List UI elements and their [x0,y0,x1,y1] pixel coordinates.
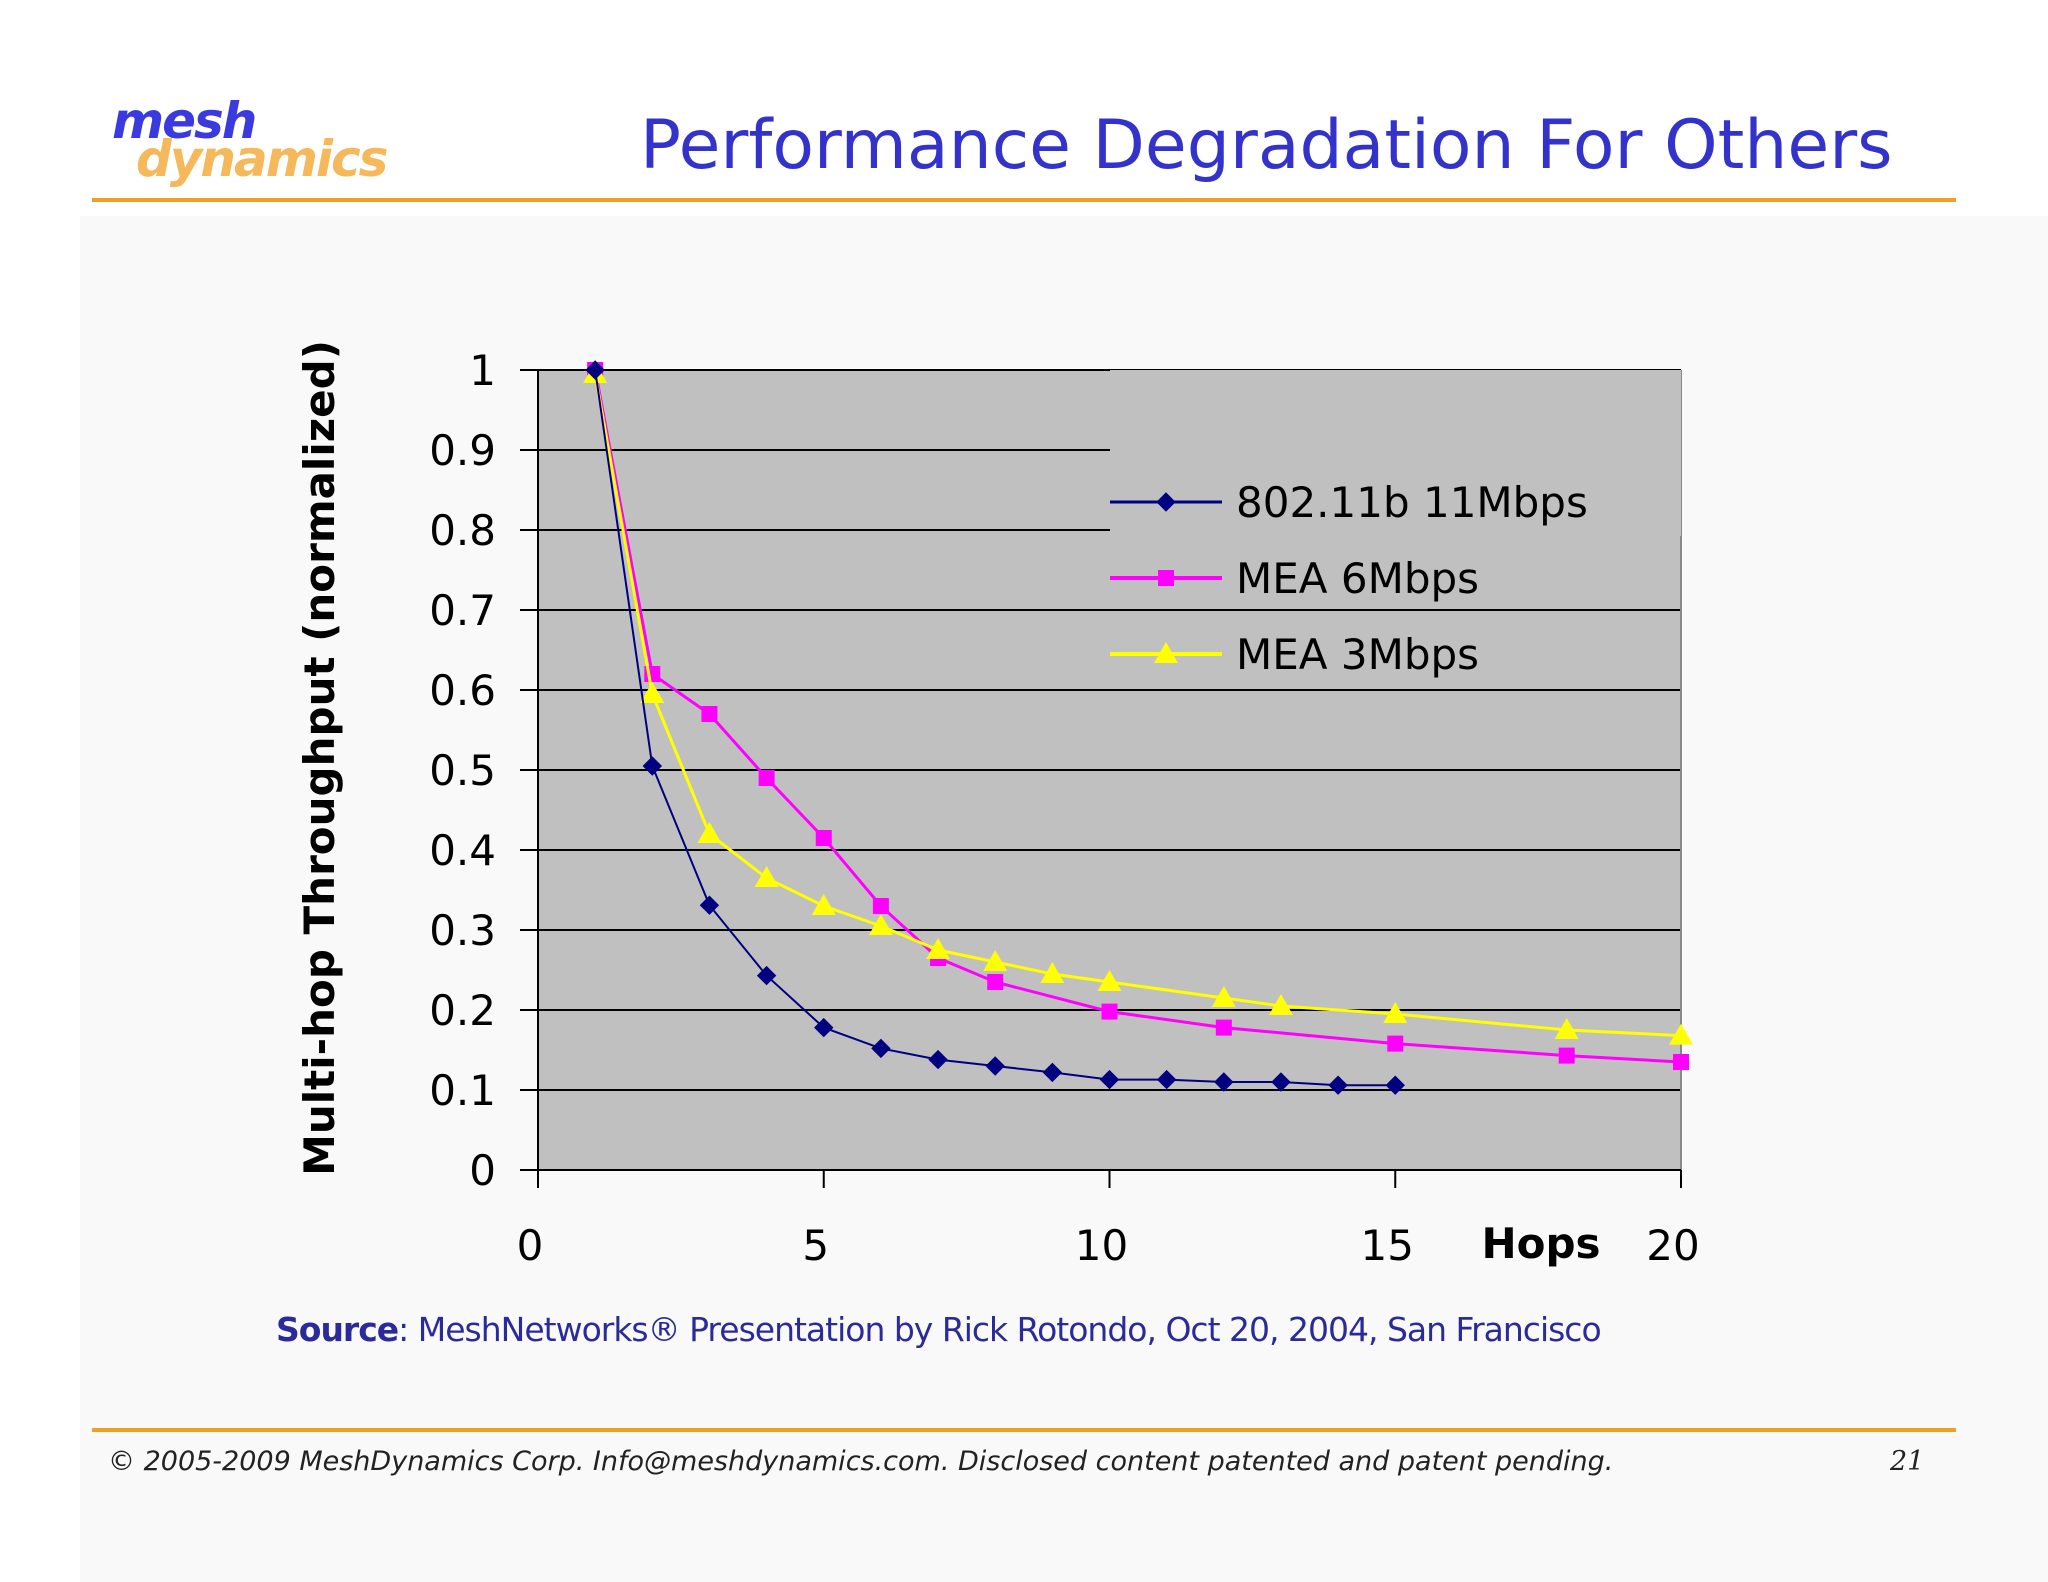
series-2-point-13 [1554,1018,1579,1039]
series-1-point-10 [1387,1035,1404,1052]
logo-line-2: dynamics [136,130,388,188]
source-citation: Source: MeshNetworks® Presentation by Ri… [276,1310,1602,1349]
series-0-point-3 [756,965,777,986]
y-tick-label-0.2: 0.2 [429,986,496,1035]
series-2-point-7 [983,950,1008,971]
logo-line-1: mesh [112,92,257,150]
series-0-point-7 [985,1056,1005,1076]
slide-title: Performance Degradation For Others [640,106,1893,185]
page-number: 21 [1890,1446,1925,1477]
series-0-point-8 [1042,1062,1063,1083]
series-1-point-11 [1558,1047,1575,1064]
series-0-point-0 [585,360,605,380]
axes: 00.10.20.30.40.50.60.70.80.910 5 10 15 20 [429,346,1700,1270]
series-2-point-5 [868,914,893,935]
series-1-point-5 [872,898,889,914]
x-tick-label-0: 0 [517,1221,544,1270]
series-2 [583,362,1693,1045]
y-tick-label-1: 1 [469,346,496,395]
legend-marker-2 [1154,642,1178,663]
series-0-point-11 [1214,1072,1234,1092]
y-tick-label-0.5: 0.5 [429,746,496,795]
legend-label-2: MEA 3Mbps [1236,630,1479,679]
series-0-point-5 [871,1038,891,1059]
source-label: Source [276,1310,399,1349]
series-0-point-13 [1328,1075,1348,1095]
series-0-point-14 [1385,1075,1405,1095]
header-rule [92,198,1956,202]
company-logo: mesh dynamics [112,92,388,196]
series-0-point-10 [1156,1069,1177,1090]
series-1-point-2 [701,706,718,722]
series-2-point-11 [1268,994,1293,1015]
series-2-point-14 [1669,1023,1693,1045]
series-1-point-3 [758,770,775,786]
x-axis-label: Hops [1481,1219,1600,1268]
series-1-point-4 [815,830,832,846]
y-tick-label-0.6: 0.6 [429,666,496,715]
x-tick-label-15: 15 [1361,1221,1414,1270]
y-axis-label: Multi-hop Throughput (normalized) [295,340,344,1176]
series-1-point-8 [1101,1003,1118,1020]
series-0-point-12 [1271,1072,1291,1092]
legend-label-0: 802.11b 11Mbps [1236,478,1588,527]
series-0-point-2 [699,895,720,915]
series-2-point-3 [754,866,779,887]
legend-label-1: MEA 6Mbps [1236,554,1479,603]
series-2-point-2 [697,822,722,843]
legend: 802.11b 11Mbps MEA 6Mbps MEA 3Mbps [1110,370,1681,679]
legend-marker-1 [1158,570,1174,586]
legend-marker-0 [1156,492,1176,512]
series-2-point-12 [1383,1002,1408,1023]
footer-text: © 2005-2009 MeshDynamics Corp. Info@mesh… [108,1446,1614,1477]
series-0-point-9 [1099,1069,1120,1090]
y-tick-label-0: 0 [469,1146,496,1195]
y-tick-label-0.1: 0.1 [429,1066,496,1115]
footer-rule [92,1428,1956,1432]
x-tick-label-10: 10 [1075,1221,1128,1270]
series-0-point-6 [928,1049,948,1070]
x-tick-label-5: 5 [802,1221,829,1270]
source-text: : MeshNetworks® Presentation by Rick Rot… [398,1310,1601,1349]
y-tick-label-0.7: 0.7 [429,586,496,635]
series-2-point-4 [811,894,836,915]
series-1-point-12 [1673,1054,1689,1070]
y-tick-label-0.4: 0.4 [429,826,496,875]
series-0 [585,360,1405,1095]
y-tick-label-0.8: 0.8 [429,506,496,555]
series-2-point-10 [1211,986,1236,1007]
series-0-point-4 [814,1017,834,1038]
y-tick-label-0.9: 0.9 [429,426,496,475]
series-1-point-7 [987,974,1004,990]
series-2-point-6 [926,938,951,959]
legend-box [1110,370,1681,536]
x-tick-label-20: 20 [1646,1221,1699,1270]
series-2-point-8 [1040,962,1065,983]
y-tick-label-0.3: 0.3 [429,906,496,955]
series-2-point-1 [640,682,665,703]
series-0-point-1 [642,756,663,776]
series-2-point-9 [1097,970,1122,991]
series-1-point-9 [1215,1019,1232,1036]
series-layer [583,360,1693,1095]
